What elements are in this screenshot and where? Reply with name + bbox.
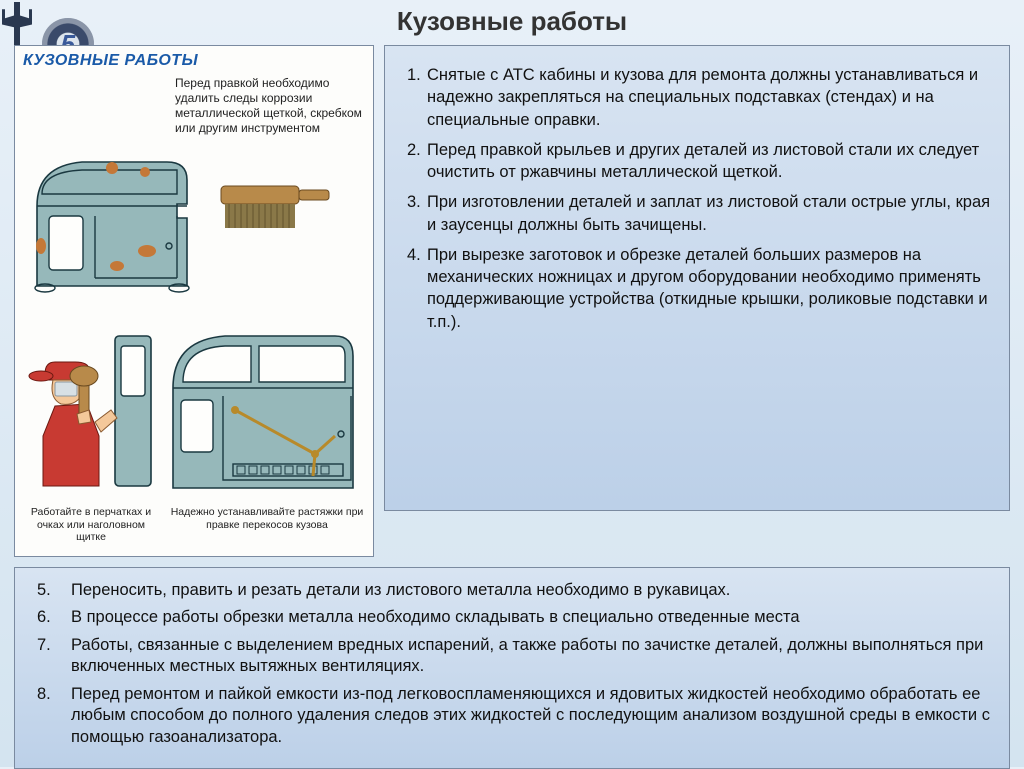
- rule-num: 2.: [407, 139, 427, 184]
- cabin-brace-drawing-icon: [165, 316, 360, 496]
- poster-top-text: Перед правкой необходимо удалить следы к…: [175, 76, 365, 136]
- safety-poster: КУЗОВНЫЕ РАБОТЫ Перед правкой необходимо…: [14, 45, 374, 557]
- poster-caption-left: Работайте в перчатках и очках или наголо…: [21, 506, 161, 544]
- rule-text: Переносить, править и резать детали из л…: [71, 580, 991, 601]
- rule-text: Перед правкой крыльев и других деталей и…: [427, 139, 991, 184]
- rule-item: 6.В процессе работы обрезки металла необ…: [37, 607, 991, 628]
- poster-caption-right: Надежно устанавливайте растяжки при прав…: [167, 506, 367, 531]
- rule-text: Работы, связанные с выделением вредных и…: [71, 635, 991, 678]
- rule-num: 3.: [407, 191, 427, 236]
- worker-drawing-icon: [25, 326, 155, 496]
- rule-text: Перед ремонтом и пайкой емкости из-под л…: [71, 684, 991, 748]
- poster-heading: КУЗОВНЫЕ РАБОТЫ: [23, 52, 365, 70]
- rule-num: 6.: [37, 607, 71, 628]
- top-row: КУЗОВНЫЕ РАБОТЫ Перед правкой необходимо…: [0, 37, 1024, 557]
- rule-num: 4.: [407, 244, 427, 333]
- rule-text: При вырезке заготовок и обрезке деталей …: [427, 244, 991, 333]
- rule-item: 8.Перед ремонтом и пайкой емкости из-под…: [37, 684, 991, 748]
- rule-item: 3.При изготовлении деталей и заплат из л…: [407, 191, 991, 236]
- rule-num: 7.: [37, 635, 71, 678]
- rule-text: В процессе работы обрезки металла необхо…: [71, 607, 991, 628]
- cabin-drawing-icon: [27, 146, 197, 296]
- rule-text: Снятые с АТС кабины и кузова для ремонта…: [427, 64, 991, 131]
- brush-icon: [215, 176, 335, 246]
- rules-bottom-box: 5.Переносить, править и резать детали из…: [14, 567, 1010, 769]
- rule-item: 7.Работы, связанные с выделением вредных…: [37, 635, 991, 678]
- rule-num: 5.: [37, 580, 71, 601]
- rules-top-box: 1.Снятые с АТС кабины и кузова для ремон…: [384, 45, 1010, 511]
- rule-item: 1.Снятые с АТС кабины и кузова для ремон…: [407, 64, 991, 131]
- rule-item: 2.Перед правкой крыльев и других деталей…: [407, 139, 991, 184]
- page-title: Кузовные работы: [0, 0, 1024, 37]
- rule-item: 4.При вырезке заготовок и обрезке детале…: [407, 244, 991, 333]
- rule-num: 1.: [407, 64, 427, 131]
- rule-num: 8.: [37, 684, 71, 748]
- rule-item: 5.Переносить, править и резать детали из…: [37, 580, 991, 601]
- rule-text: При изготовлении деталей и заплат из лис…: [427, 191, 991, 236]
